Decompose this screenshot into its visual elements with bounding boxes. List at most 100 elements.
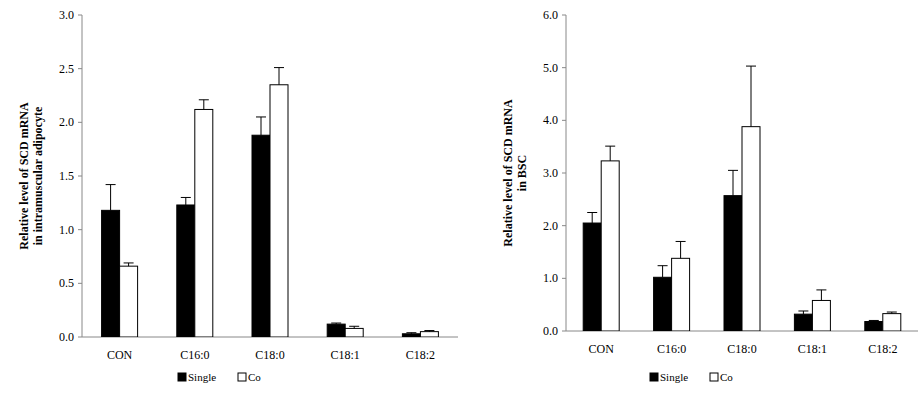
- chart: 0.01.02.03.04.05.06.0Relative level of S…: [501, 8, 918, 383]
- y-tick-label: 2.0: [59, 115, 74, 129]
- error-stem: [592, 213, 593, 224]
- bar: [654, 277, 672, 331]
- error-bar: [587, 213, 597, 224]
- bar: [794, 314, 812, 331]
- x-tick-label: CON: [107, 348, 133, 362]
- y-tick: [562, 331, 566, 332]
- bar: [102, 210, 120, 337]
- error-cap: [349, 326, 359, 327]
- x-tick-label: C18:2: [406, 348, 435, 362]
- legend: Single Co: [650, 371, 733, 383]
- bar: [177, 205, 195, 337]
- error-stem: [110, 185, 111, 211]
- y-tick: [562, 67, 566, 68]
- y-tick-label: 3.0: [59, 8, 74, 22]
- bar: [742, 127, 760, 331]
- x-tick-label: C18:0: [727, 342, 756, 356]
- error-cap: [746, 66, 756, 67]
- bar: [672, 258, 690, 331]
- y-tick-label: 2.5: [59, 62, 74, 76]
- y-tick-label: 2.0: [543, 219, 558, 233]
- bar: [865, 322, 883, 331]
- chart: 0.0 0.5 1.0 1.5 2.0 2.5 3.0 Relative level of S…: [17, 8, 458, 383]
- bar: [270, 85, 288, 337]
- y-tick-label: 0.5: [59, 276, 74, 290]
- error-stem: [733, 170, 734, 195]
- marks: [583, 66, 901, 331]
- error-bar: [676, 241, 686, 258]
- x-tick-label: CON: [589, 342, 615, 356]
- y-tick-label: 5.0: [543, 61, 558, 75]
- error-stem: [185, 197, 186, 205]
- x-tick-label: C16:0: [180, 348, 209, 362]
- error-bar: [887, 312, 897, 314]
- error-cap: [816, 289, 826, 290]
- error-cap: [887, 312, 897, 313]
- error-cap: [728, 170, 738, 171]
- error-stem: [610, 146, 611, 161]
- y-axis-label: Relative level of SCD mRNA: [17, 102, 31, 250]
- figure: 0.0 0.5 1.0 1.5 2.0 2.5 3.0 Relative level of S…: [0, 0, 922, 401]
- legend-swatch: [178, 373, 186, 381]
- bar: [420, 332, 438, 337]
- bar: [252, 135, 270, 337]
- y-tick: [78, 68, 82, 69]
- error-cap: [124, 262, 134, 263]
- y-tick-label: 1.5: [59, 169, 74, 183]
- legend-swatch: [238, 373, 246, 381]
- error-stem: [279, 68, 280, 85]
- x-tick-label: C16:0: [657, 342, 686, 356]
- error-bar: [199, 100, 209, 110]
- error-bar: [181, 197, 191, 205]
- error-stem: [662, 266, 663, 278]
- error-bar: [106, 185, 116, 211]
- bar: [724, 196, 742, 331]
- error-bar: [424, 331, 434, 332]
- error-cap: [658, 265, 668, 266]
- bar: [601, 161, 619, 331]
- x-tick-label: C18:2: [868, 342, 897, 356]
- y-axis-label: Relative level of SCD mRNA: [501, 99, 515, 247]
- error-bar: [349, 326, 359, 328]
- legend: SingleCo: [178, 371, 261, 383]
- bar: [195, 109, 213, 337]
- error-stem: [261, 117, 262, 135]
- error-stem: [751, 66, 752, 127]
- y-axis-label: in BSC: [515, 155, 529, 191]
- bar: [812, 300, 830, 331]
- legend-label: Co: [720, 371, 733, 383]
- bar: [345, 328, 363, 337]
- x-tick-label: C18:0: [255, 348, 284, 362]
- error-cap: [869, 320, 879, 321]
- y-tick-label: 1.0: [543, 271, 558, 285]
- error-bar: [256, 117, 266, 135]
- error-bar: [274, 68, 284, 85]
- bar: [402, 334, 420, 337]
- legend-label: Single: [660, 371, 688, 383]
- y-tick-label: 6.0: [543, 8, 558, 22]
- bar: [583, 223, 601, 331]
- error-bar: [658, 266, 668, 278]
- x-tick-label: C18:1: [798, 342, 827, 356]
- y-tick-label: 0.0: [59, 330, 74, 344]
- error-stem: [680, 241, 681, 258]
- bar: [120, 266, 138, 337]
- bar: [883, 314, 901, 331]
- error-cap: [424, 330, 434, 331]
- y-tick: [562, 173, 566, 174]
- y-tick: [78, 337, 82, 338]
- y-tick: [562, 120, 566, 121]
- error-cap: [181, 197, 191, 198]
- error-bar: [798, 311, 808, 314]
- error-bar: [728, 170, 738, 195]
- y-tick-label: 1.0: [59, 223, 74, 237]
- error-cap: [406, 332, 416, 333]
- y-axis-label: in intramuscular adipocyte: [31, 106, 45, 245]
- y-tick: [78, 229, 82, 230]
- error-bar: [816, 290, 826, 301]
- y-tick: [562, 278, 566, 279]
- error-cap: [199, 99, 209, 100]
- error-cap: [676, 241, 686, 242]
- y-tick: [78, 283, 82, 284]
- y-tick-label: 4.0: [543, 113, 558, 127]
